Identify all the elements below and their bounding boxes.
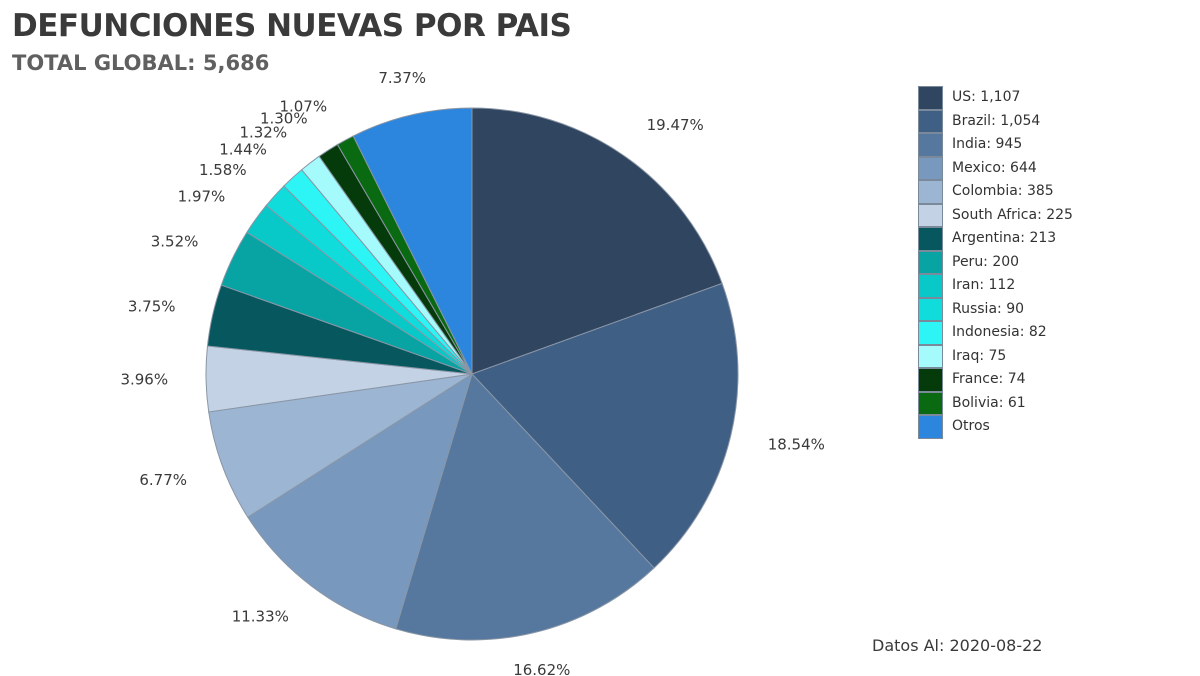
legend-label: Bolivia: 61 — [952, 394, 1026, 411]
chart-subtitle: TOTAL GLOBAL: 5,686 — [12, 51, 270, 75]
pie-slice — [352, 107, 473, 375]
legend-swatch — [918, 227, 943, 251]
legend-swatch — [918, 391, 943, 415]
slice-percent-label: 1.32% — [239, 124, 287, 142]
slice-percent-label: 1.44% — [219, 141, 267, 159]
legend-swatch — [918, 321, 943, 345]
pie-slice — [208, 373, 473, 518]
legend-item: US: 1,107 — [918, 86, 1138, 110]
legend-swatch — [918, 203, 943, 227]
pie-labels: 19.47% 18.54% 16.62% 11.33% 6.77% 3.96% 3.75% 3… — [120, 69, 824, 676]
slice-percent-label: 7.37% — [378, 69, 426, 87]
data-date: Datos Al: 2020-08-22 — [872, 636, 1043, 655]
legend-label: Indonesia: 82 — [952, 324, 1047, 340]
legend-item: Argentina: 213 — [918, 227, 1138, 251]
pie-slice — [247, 372, 473, 630]
legend-item: France: 74 — [918, 368, 1138, 392]
legend-swatch — [918, 156, 943, 180]
legend: US: 1,107 Brazil: 1,054 India: 945 Mexico: … — [918, 86, 1138, 439]
legend-label: India: 945 — [952, 136, 1023, 152]
legend-swatch — [918, 368, 943, 392]
legend-swatch — [918, 297, 943, 321]
legend-label: Colombia: 385 — [952, 183, 1054, 199]
slice-percent-label: 11.33% — [232, 608, 289, 626]
slice-percent-label: 18.54% — [768, 436, 825, 454]
legend-label: Otros — [952, 418, 990, 434]
slice-percent-label: 3.96% — [120, 371, 168, 389]
legend-item: Colombia: 385 — [918, 180, 1138, 204]
legend-swatch — [918, 250, 943, 274]
legend-item: Russia: 90 — [918, 297, 1138, 321]
legend-label: Iran: 112 — [952, 277, 1016, 293]
legend-item: Iran: 112 — [918, 274, 1138, 298]
slice-percent-label: 1.30% — [260, 109, 308, 127]
legend-swatch — [918, 344, 943, 368]
legend-label: South Africa: 225 — [952, 206, 1073, 223]
pie-slice — [395, 373, 655, 641]
legend-item: Indonesia: 82 — [918, 321, 1138, 345]
legend-item: Brazil: 1,054 — [918, 109, 1138, 133]
slice-percent-label: 1.97% — [178, 187, 226, 205]
legend-label: Brazil: 1,054 — [952, 112, 1041, 129]
slice-percent-label: 3.75% — [128, 298, 176, 316]
pie-slice — [471, 282, 739, 569]
legend-label: Iraq: 75 — [952, 347, 1007, 364]
legend-item: Bolivia: 61 — [918, 391, 1138, 415]
slice-percent-label: 19.47% — [647, 116, 704, 134]
legend-swatch — [918, 415, 943, 439]
legend-label: Argentina: 213 — [952, 230, 1057, 246]
legend-swatch — [918, 180, 943, 204]
legend-swatch — [918, 274, 943, 298]
legend-label: Russia: 90 — [952, 300, 1025, 317]
legend-label: Mexico: 644 — [952, 159, 1037, 176]
slice-percent-label: 1.07% — [279, 98, 327, 116]
legend-swatch — [918, 86, 943, 110]
slice-percent-label: 1.58% — [199, 161, 247, 179]
slice-percent-label: 16.62% — [513, 661, 570, 676]
slice-percent-label: 3.52% — [151, 232, 199, 250]
legend-label: Peru: 200 — [952, 253, 1020, 270]
pie-slice — [471, 107, 723, 375]
legend-item: South Africa: 225 — [918, 203, 1138, 227]
legend-item: India: 945 — [918, 133, 1138, 157]
legend-item: Otros — [918, 415, 1138, 439]
legend-label: US: 1,107 — [952, 89, 1021, 105]
chart-title: DEFUNCIONES NUEVAS POR PAIS — [12, 8, 572, 44]
legend-swatch — [918, 109, 943, 133]
legend-item: Iraq: 75 — [918, 344, 1138, 368]
legend-item: Peru: 200 — [918, 250, 1138, 274]
legend-label: France: 74 — [952, 371, 1026, 387]
slice-percent-label: 6.77% — [139, 471, 187, 489]
legend-swatch — [918, 133, 943, 157]
pie-slices — [205, 107, 739, 641]
legend-item: Mexico: 644 — [918, 156, 1138, 180]
